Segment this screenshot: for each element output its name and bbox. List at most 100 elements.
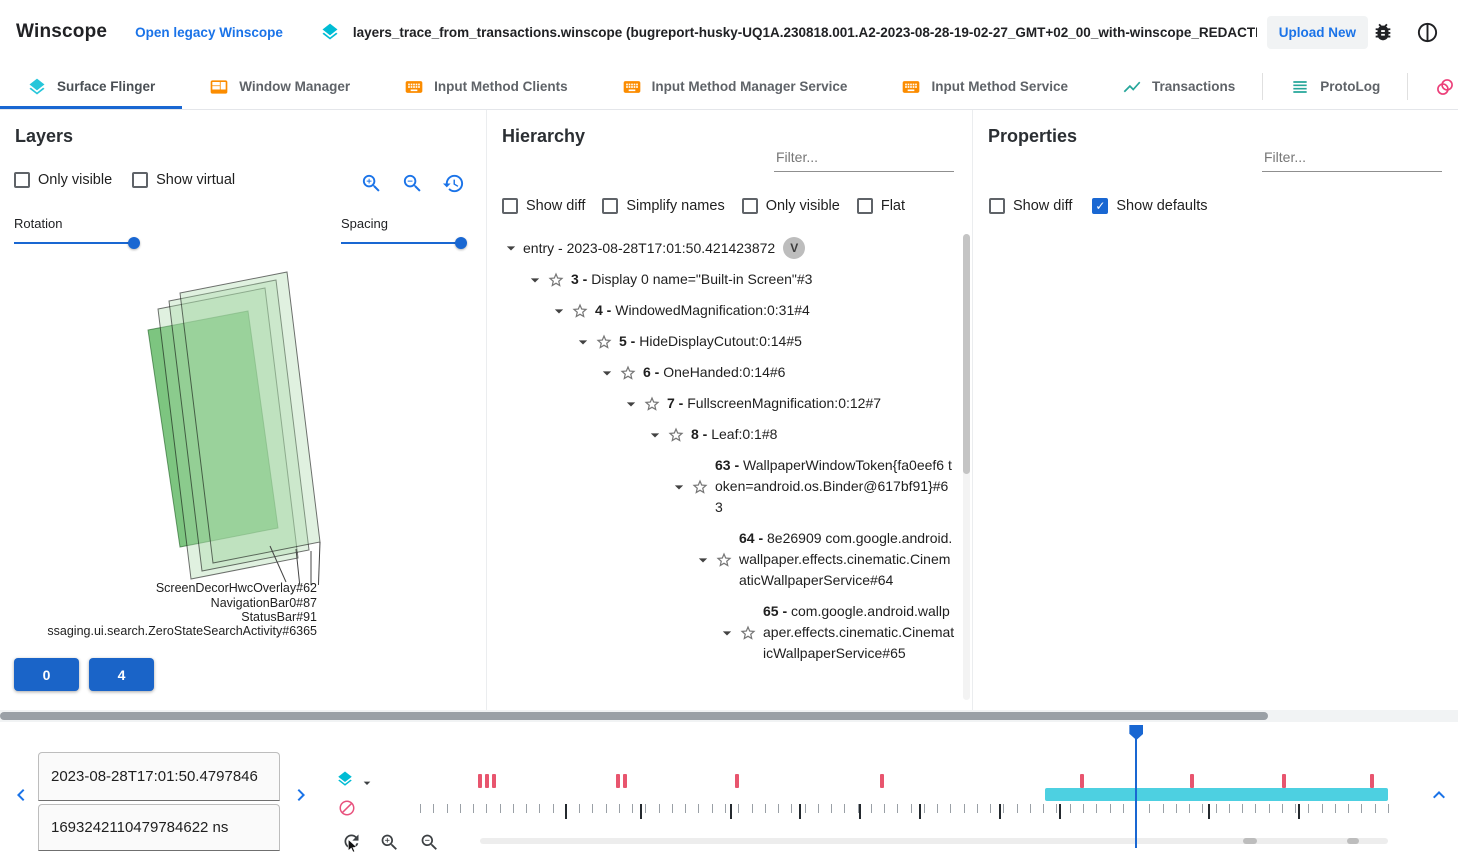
trace-select-dropdown[interactable] bbox=[356, 772, 378, 794]
trace-event-mark[interactable] bbox=[879, 774, 884, 788]
chevron-down-icon[interactable] bbox=[597, 363, 617, 383]
layer-label[interactable]: NavigationBar0#87 bbox=[210, 596, 317, 610]
previous-entry-button[interactable] bbox=[8, 782, 34, 808]
tree-node-entry[interactable]: entry - 2023-08-28T17:01:50.421423872 V bbox=[487, 232, 960, 264]
active-trace-button[interactable] bbox=[334, 768, 356, 790]
checkbox-show-diff[interactable]: Show diff bbox=[502, 198, 585, 214]
spacing-slider[interactable] bbox=[341, 236, 468, 250]
tab-input-method-manager-service[interactable]: Input Method Manager Service bbox=[595, 64, 875, 109]
tab-input-method-service[interactable]: Input Method Service bbox=[874, 64, 1095, 109]
bug-report-button[interactable] bbox=[1368, 17, 1398, 47]
mini-timeline[interactable] bbox=[420, 766, 1389, 828]
hierarchy-filter-input[interactable] bbox=[774, 142, 954, 172]
trace-event-mark[interactable] bbox=[1281, 774, 1286, 788]
pin-star-icon[interactable] bbox=[739, 624, 757, 642]
checkbox-only-visible[interactable]: Only visible bbox=[741, 198, 840, 214]
trace-event-mark[interactable] bbox=[491, 774, 496, 788]
timestamp-ns-field[interactable]: 1693242110479784622 ns bbox=[38, 804, 280, 851]
tree-node-64[interactable]: 64 - 8e26909 com.google.android.wallpape… bbox=[487, 523, 960, 596]
tab-protolog[interactable]: ProtoLog bbox=[1263, 64, 1407, 109]
tree-node-3[interactable]: 3 - Display 0 name="Built-in Screen"#3 bbox=[487, 264, 960, 295]
layer-label[interactable]: StatusBar#91 bbox=[241, 610, 317, 624]
chevron-down-icon[interactable] bbox=[693, 550, 713, 570]
pin-star-icon[interactable] bbox=[715, 551, 733, 569]
pin-star-icon[interactable] bbox=[571, 302, 589, 320]
chevron-down-icon[interactable] bbox=[573, 332, 593, 352]
timeline-scrollbar-handle[interactable] bbox=[1242, 838, 1257, 844]
trace-event-mark[interactable] bbox=[1080, 774, 1085, 788]
timeline-reset-zoom-button[interactable] bbox=[340, 830, 362, 852]
reset-view-button[interactable] bbox=[440, 170, 466, 196]
pin-star-icon[interactable] bbox=[643, 395, 661, 413]
playhead-handle[interactable] bbox=[1129, 725, 1144, 740]
pin-star-icon[interactable] bbox=[691, 478, 709, 496]
pin-star-icon[interactable] bbox=[547, 271, 565, 289]
slider-thumb[interactable] bbox=[455, 237, 468, 249]
tab-transactions[interactable]: Transactions bbox=[1095, 64, 1262, 109]
tab-window-manager[interactable]: Window Manager bbox=[182, 64, 377, 109]
timeline-zoom-out-button[interactable] bbox=[418, 831, 440, 853]
playhead-line[interactable] bbox=[1135, 726, 1138, 848]
scrollbar-thumb[interactable] bbox=[963, 234, 970, 474]
timestamp-human-field[interactable]: 2023-08-28T17:01:50.4797846 bbox=[38, 752, 280, 801]
ruler-tick bbox=[751, 804, 753, 813]
chevron-down-icon[interactable] bbox=[621, 394, 641, 414]
slider-thumb[interactable] bbox=[128, 237, 140, 249]
layer-3d-activity[interactable] bbox=[147, 310, 279, 548]
trace-event-mark[interactable] bbox=[734, 774, 739, 788]
disabled-trace-button[interactable] bbox=[336, 797, 358, 819]
tree-node-7[interactable]: 7 - FullscreenMagnification:0:12#7 bbox=[487, 388, 960, 419]
layer-3d-back[interactable] bbox=[157, 287, 299, 580]
timeline-scrollbar-handle[interactable] bbox=[1347, 838, 1360, 844]
tree-node-4[interactable]: 4 - WindowedMagnification:0:31#4 bbox=[487, 295, 960, 326]
trace-event-mark[interactable] bbox=[615, 774, 620, 788]
trace-event-mark[interactable] bbox=[623, 774, 628, 788]
chevron-down-icon[interactable] bbox=[717, 623, 737, 643]
pin-star-icon[interactable] bbox=[619, 364, 637, 382]
tree-node-6[interactable]: 6 - OneHanded:0:14#6 bbox=[487, 357, 960, 388]
checkbox-simplify-names[interactable]: Simplify names bbox=[602, 198, 725, 214]
checkbox-show-virtual[interactable]: Show virtual bbox=[132, 172, 235, 188]
tab-surface-flinger[interactable]: Surface Flinger bbox=[0, 64, 183, 109]
tab-transitions[interactable]: Transitions bbox=[1408, 64, 1458, 109]
layer-label[interactable]: ScreenDecorHwcOverlay#62 bbox=[155, 581, 317, 595]
trace-event-mark[interactable] bbox=[1189, 774, 1194, 788]
next-entry-button[interactable] bbox=[288, 782, 314, 808]
layer-nav-button-0[interactable]: 0 bbox=[14, 658, 79, 691]
tree-node-5[interactable]: 5 - HideDisplayCutout:0:14#5 bbox=[487, 326, 960, 357]
trace-event-mark[interactable] bbox=[1369, 774, 1374, 788]
pin-star-icon[interactable] bbox=[595, 333, 613, 351]
dark-mode-toggle[interactable] bbox=[1412, 17, 1442, 47]
selection-range-bar[interactable] bbox=[1045, 788, 1388, 801]
rotation-slider[interactable] bbox=[14, 236, 140, 250]
chevron-down-icon[interactable] bbox=[549, 301, 569, 321]
chevron-down-icon[interactable] bbox=[525, 270, 545, 290]
open-legacy-link[interactable]: Open legacy Winscope bbox=[135, 24, 283, 40]
chevron-down-icon bbox=[602, 370, 612, 375]
upload-new-button[interactable]: Upload New bbox=[1266, 15, 1368, 49]
checkbox-show-diff[interactable]: Show diff bbox=[989, 198, 1072, 214]
tab-input-method-clients[interactable]: Input Method Clients bbox=[377, 64, 594, 109]
checkbox-flat[interactable]: Flat bbox=[856, 198, 905, 214]
properties-filter-input[interactable] bbox=[1262, 142, 1442, 172]
layer-nav-button-4[interactable]: 4 bbox=[89, 658, 154, 691]
tree-node-65[interactable]: 65 - com.google.android.wallpaper.effect… bbox=[487, 596, 960, 669]
tree-node-63[interactable]: 63 - WallpaperWindowToken{fa0eef6 token=… bbox=[487, 450, 960, 523]
checkbox-show-defaults[interactable]: ✓ Show defaults bbox=[1092, 198, 1207, 214]
tree-node-8[interactable]: 8 - Leaf:0:1#8 bbox=[487, 419, 960, 450]
expand-timeline-button[interactable] bbox=[1426, 782, 1452, 808]
layer-label[interactable]: ssaging.ui.search.ZeroStateSearchActivit… bbox=[47, 624, 317, 638]
splitter-handle[interactable] bbox=[0, 712, 1268, 720]
trace-event-mark[interactable] bbox=[484, 774, 489, 788]
zoom-in-button[interactable] bbox=[358, 170, 384, 196]
layer-3d-mid[interactable] bbox=[168, 279, 310, 572]
chevron-down-icon[interactable] bbox=[645, 425, 665, 445]
chevron-down-icon[interactable] bbox=[501, 238, 521, 258]
layers-3d-view[interactable] bbox=[0, 255, 487, 585]
checkbox-only-visible[interactable]: Only visible bbox=[14, 172, 112, 188]
trace-event-mark[interactable] bbox=[478, 774, 483, 788]
pin-star-icon[interactable] bbox=[667, 426, 685, 444]
timeline-zoom-in-button[interactable] bbox=[378, 831, 400, 853]
zoom-out-button[interactable] bbox=[399, 170, 425, 196]
chevron-down-icon[interactable] bbox=[669, 477, 689, 497]
